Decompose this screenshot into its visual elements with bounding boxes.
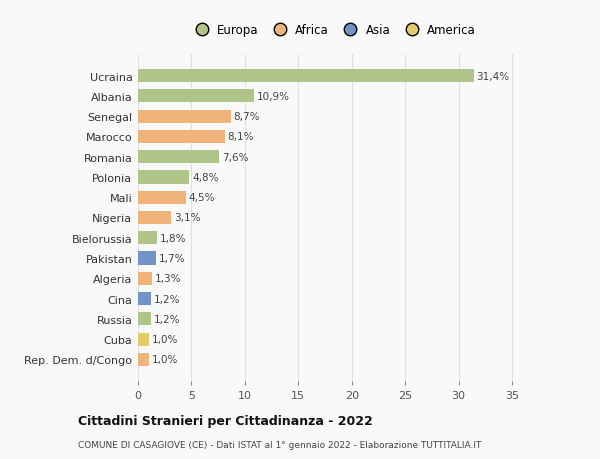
Bar <box>138 353 149 366</box>
Text: 3,1%: 3,1% <box>174 213 200 223</box>
Text: 1,8%: 1,8% <box>160 233 187 243</box>
Text: 4,8%: 4,8% <box>192 173 218 183</box>
Bar <box>138 110 231 123</box>
Text: 1,0%: 1,0% <box>151 334 178 344</box>
Text: 4,5%: 4,5% <box>189 193 215 203</box>
Legend: Europa, Africa, Asia, America: Europa, Africa, Asia, America <box>188 22 478 39</box>
Bar <box>138 333 149 346</box>
Bar <box>138 313 151 326</box>
Bar <box>138 232 157 245</box>
Text: 1,0%: 1,0% <box>151 355 178 364</box>
Text: 8,1%: 8,1% <box>227 132 254 142</box>
Text: 1,2%: 1,2% <box>154 314 180 324</box>
Text: 8,7%: 8,7% <box>233 112 260 122</box>
Text: 10,9%: 10,9% <box>257 92 290 102</box>
Bar <box>138 212 171 224</box>
Bar <box>138 292 151 306</box>
Bar <box>138 191 186 204</box>
Bar <box>138 151 219 164</box>
Text: 1,7%: 1,7% <box>159 253 185 263</box>
Bar <box>138 70 473 83</box>
Text: 7,6%: 7,6% <box>222 152 248 162</box>
Text: Cittadini Stranieri per Cittadinanza - 2022: Cittadini Stranieri per Cittadinanza - 2… <box>78 414 373 428</box>
Bar <box>138 252 156 265</box>
Bar <box>138 272 152 285</box>
Bar <box>138 171 189 184</box>
Text: 31,4%: 31,4% <box>476 72 509 81</box>
Bar <box>138 90 254 103</box>
Text: 1,3%: 1,3% <box>155 274 181 284</box>
Bar <box>138 130 224 144</box>
Text: COMUNE DI CASAGIOVE (CE) - Dati ISTAT al 1° gennaio 2022 - Elaborazione TUTTITAL: COMUNE DI CASAGIOVE (CE) - Dati ISTAT al… <box>78 441 481 449</box>
Text: 1,2%: 1,2% <box>154 294 180 304</box>
